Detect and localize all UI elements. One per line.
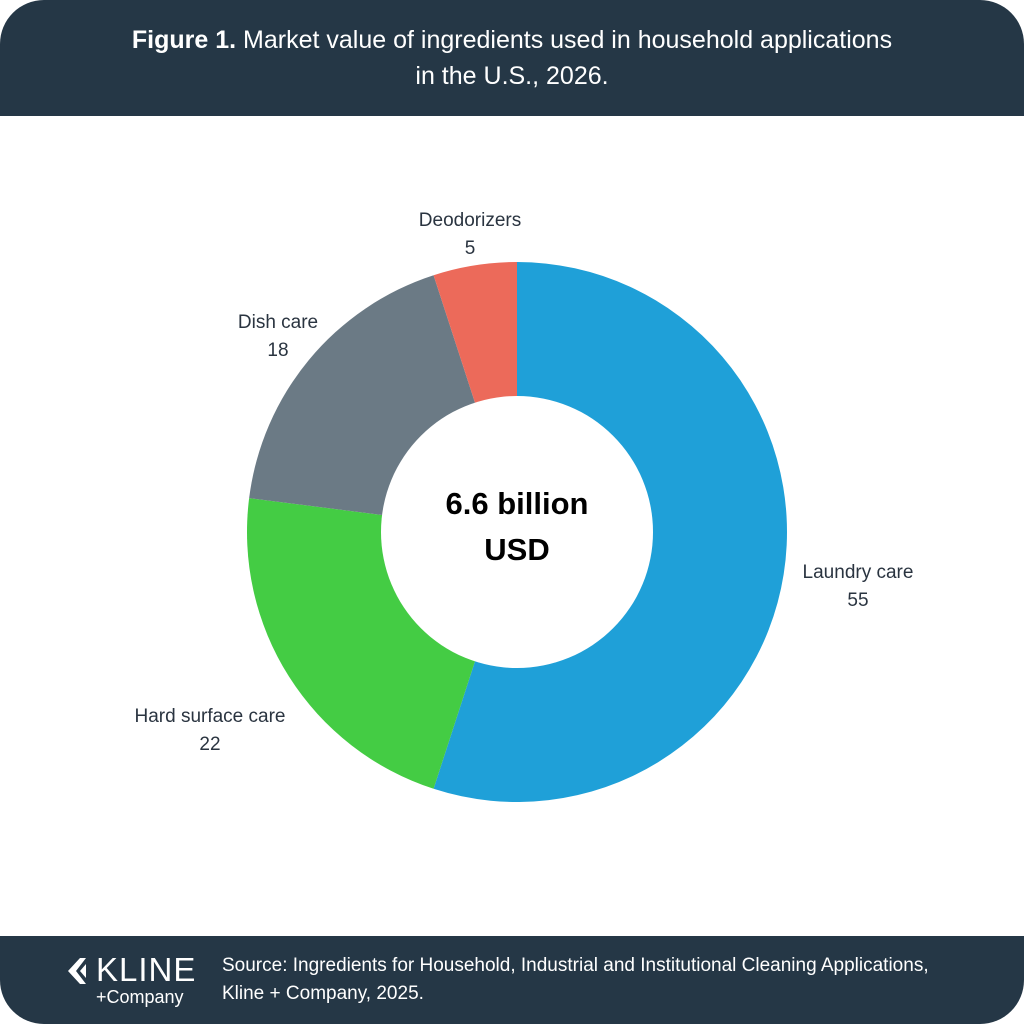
slice-value-hard-surface-care: 22 xyxy=(199,734,220,755)
logo-word: KLINE xyxy=(96,951,197,988)
donut-chart: 6.6 billion USD Laundry care 55 Hard surfa… xyxy=(0,116,1024,936)
title-line-1: Figure 1. Market value of ingredients us… xyxy=(132,22,892,58)
source-line-1: Source: Ingredients for Household, Indus… xyxy=(222,955,929,976)
labels-group: Laundry care 55 Hard surface care 22 Dish ca… xyxy=(134,210,913,755)
donut-svg: 6.6 billion USD Laundry care 55 Hard surfa… xyxy=(134,210,913,803)
figure-header: Figure 1. Market value of ingredients us… xyxy=(0,0,1024,116)
slice-label-laundry-care: Laundry care xyxy=(803,562,914,583)
kline-chevron-icon xyxy=(68,958,86,984)
slice-label-deodorizers: Deodorizers xyxy=(419,210,521,231)
slice-value-laundry-care: 55 xyxy=(847,590,868,611)
title-line-2: in the U.S., 2026. xyxy=(415,62,609,90)
slice-label-dish-care: Dish care xyxy=(238,312,318,333)
logo-sub: +Company xyxy=(96,987,184,1007)
kline-logo: KLINE +Company xyxy=(66,950,206,1010)
center-label-line-1: 6.6 billion xyxy=(446,486,589,521)
slice-value-deodorizers: 5 xyxy=(465,238,476,259)
donut-hole xyxy=(381,396,653,668)
center-label-line-2: USD xyxy=(484,532,549,567)
title-text-1: Market value of ingredients used in hous… xyxy=(243,26,893,54)
slice-label-hard-surface-care: Hard surface care xyxy=(134,706,285,727)
figure-label: Figure 1. xyxy=(131,26,237,54)
figure-footer: KLINE +Company Source: Ingredients for H… xyxy=(0,936,1024,1024)
source-line-2: Kline + Company, 2025. xyxy=(222,983,424,1004)
source-text: Source: Ingredients for Household, Indus… xyxy=(222,952,992,1008)
slice-value-dish-care: 18 xyxy=(267,340,288,361)
